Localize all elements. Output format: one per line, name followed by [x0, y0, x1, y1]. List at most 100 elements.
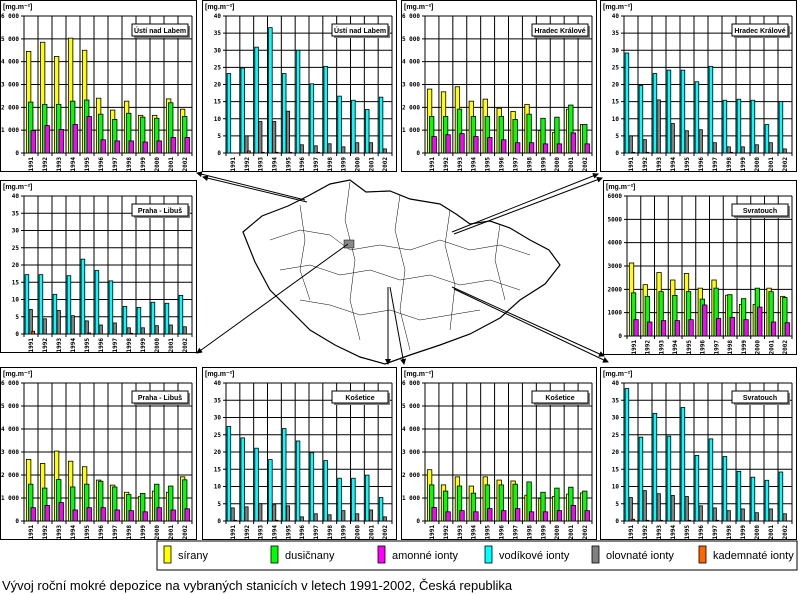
bar — [295, 49, 301, 154]
unit-label: [mg.m⁻²] — [3, 4, 32, 11]
bar — [100, 507, 106, 522]
chart-panel: [mg.m⁻²] 0 1000 2000 3000 4000 5000 6000 1991 199… — [603, 180, 797, 355]
x-tick-label: 1996 — [98, 525, 105, 540]
title-box — [731, 203, 789, 217]
station-title: Ústí nad Labem — [134, 26, 186, 35]
bar — [778, 101, 784, 154]
bar — [52, 293, 58, 335]
bar — [285, 110, 291, 154]
x-tick-label: 1999 — [540, 525, 547, 540]
x-tick-label: 1993 — [258, 157, 265, 172]
chart-panel: [mg.m⁻²] 0 1 000 2 000 3 000 4 000 5 000 6 000 1… — [401, 0, 597, 172]
bar — [86, 116, 92, 154]
bar — [268, 27, 273, 154]
bar — [368, 509, 374, 522]
x-tick-label: 2001 — [368, 525, 375, 540]
bar — [702, 304, 708, 337]
x-tick-label: 1995 — [485, 157, 492, 172]
bar — [233, 519, 237, 522]
chart-panel: [mg.m⁻²] 0 1 000 2 000 3 000 4 000 5 000 6 000 1… — [401, 367, 597, 540]
y-tick-label: 1 000 — [1, 127, 19, 134]
x-tick-label: 1993 — [457, 157, 464, 172]
x-tick-label: 1991 — [429, 157, 436, 172]
bar — [156, 140, 162, 154]
x-tick-label: 1994 — [471, 525, 478, 540]
y-tick-label: 35 — [612, 30, 620, 37]
bar — [142, 141, 148, 154]
bar — [670, 123, 675, 154]
bar — [736, 98, 742, 154]
bar — [660, 320, 667, 337]
x-tick-label: 1999 — [140, 157, 147, 172]
y-tick-label: 5000 — [608, 216, 623, 223]
bar — [114, 509, 120, 522]
y-tick-label: 20 — [612, 449, 620, 456]
bar — [570, 504, 576, 522]
bar — [72, 124, 78, 154]
y-tick-label: 10 — [612, 484, 620, 491]
y-tick-label: 6 000 — [1, 13, 19, 20]
bar — [754, 512, 759, 522]
bar — [473, 511, 479, 522]
y-tick-label: 5 000 — [402, 403, 420, 410]
station-title: Ústí nad Labem — [334, 26, 386, 35]
x-tick-label: 1991 — [28, 157, 35, 172]
title-box — [531, 23, 589, 37]
y-tick-label: 20 — [612, 82, 620, 89]
x-tick-label: 1991 — [631, 340, 638, 355]
bar — [556, 143, 563, 154]
bar — [28, 309, 33, 335]
x-tick-label: 1995 — [485, 525, 492, 540]
x-tick-label: 2001 — [768, 525, 775, 540]
y-tick-label: 10 — [12, 297, 20, 304]
legend-box — [156, 540, 798, 571]
bar — [708, 438, 714, 522]
bar — [66, 275, 72, 335]
x-tick-label: 1993 — [56, 525, 63, 540]
bar — [128, 510, 134, 522]
bar — [501, 510, 507, 522]
bar — [309, 452, 315, 522]
bar — [136, 307, 142, 335]
y-tick-label: 0 — [615, 518, 619, 525]
x-tick-label: 1993 — [656, 157, 663, 172]
x-tick-label: 1992 — [645, 340, 652, 355]
bar — [44, 504, 50, 522]
x-tick-label: 2002 — [382, 525, 389, 540]
unit-label: [mg.m⁻²] — [404, 371, 433, 378]
x-tick-label: 1999 — [741, 340, 748, 355]
x-tick-label: 2000 — [354, 525, 361, 540]
y-tick-label: 25 — [214, 64, 222, 71]
bar — [142, 511, 148, 522]
y-tick-label: 40 — [214, 13, 222, 20]
x-tick-label: 1998 — [726, 157, 733, 172]
bar — [684, 496, 689, 522]
bar — [164, 302, 170, 335]
bar — [368, 142, 374, 154]
y-tick-label: 35 — [214, 397, 222, 404]
bar — [86, 507, 92, 522]
x-tick-label: 1996 — [698, 525, 705, 540]
bar — [126, 327, 131, 335]
unit-label: [mg.m⁻²] — [603, 4, 632, 11]
x-tick-label: 1998 — [727, 340, 734, 355]
chart-panel: [mg.m⁻²] 0 1 000 2 000 3 000 4 000 5 000 6 000 1… — [0, 0, 197, 172]
x-tick-label: 1994 — [271, 525, 278, 540]
y-tick-label: 3 000 — [1, 82, 19, 89]
bar — [274, 151, 279, 154]
x-tick-label: 1993 — [56, 157, 63, 172]
bar — [757, 306, 763, 337]
y-tick-label: 15 — [612, 466, 620, 473]
bar — [285, 505, 291, 522]
x-tick-label: 1998 — [327, 525, 334, 540]
x-tick-label: 1999 — [140, 525, 147, 540]
y-tick-label: 0 — [217, 150, 221, 157]
y-tick-label: 2 000 — [1, 472, 19, 479]
y-tick-label: 0 — [416, 518, 420, 525]
y-tick-label: 5 000 — [402, 36, 420, 43]
legend-label: kademnaté ionty — [713, 550, 794, 562]
x-tick-label: 1992 — [42, 525, 49, 540]
title-box — [731, 390, 789, 404]
x-tick-label: 2001 — [368, 157, 375, 172]
x-tick-label: 1997 — [712, 157, 719, 172]
